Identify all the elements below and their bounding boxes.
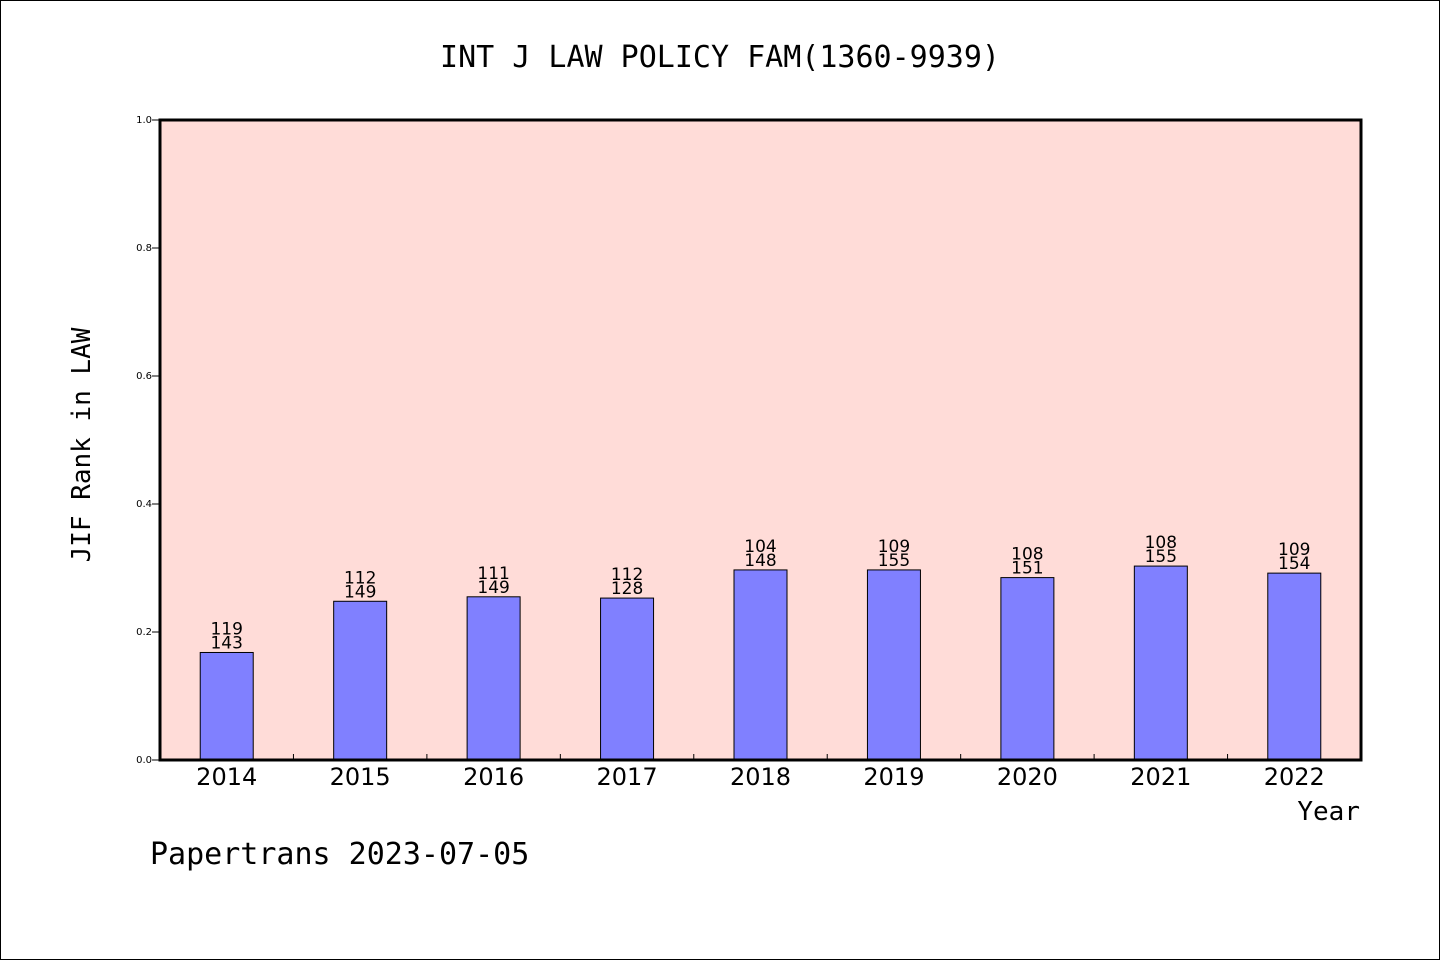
footer-credit: Papertrans 2023-07-05 [150,837,529,872]
bar-label-top: 104 [744,537,776,557]
bar-label-top: 108 [1145,533,1177,553]
bar-label-top: 119 [210,619,242,639]
x-tick-label: 2021 [1130,763,1191,791]
x-tick-label: 2017 [597,763,658,791]
y-tick-label: 0.8 [136,243,152,254]
bar-label-top: 111 [477,564,509,584]
bar-2015 [333,600,388,761]
bar-label-bottom: 151 [1011,559,1043,579]
x-tick-label: 2022 [1264,763,1325,791]
x-axis-label: Year [1297,797,1360,827]
x-tick-label: 2019 [863,763,924,791]
bar-label-top: 108 [1011,545,1043,565]
x-tick-label: 2018 [730,763,791,791]
bar-label-bottom: 154 [1278,554,1310,574]
bar-label-bottom: 143 [210,633,242,653]
x-axis-ticks: 2014 2015 2016 2017 2018 2019 2020 2021 2022 [196,754,1325,791]
bar-label-bottom: 148 [744,551,776,571]
x-tick-label: 2014 [196,763,257,791]
bar-2020 [1000,577,1055,761]
y-tick-label: 1.0 [136,115,152,126]
bar-label-bottom: 149 [344,582,376,602]
bar-2014 [199,651,254,761]
y-tick-label: 0.4 [136,499,152,510]
y-tick-label: 0.0 [136,755,152,766]
bar-2017 [600,597,655,761]
bar-2022 [1267,572,1322,761]
bar-label-top: 112 [611,565,643,585]
bar-2016 [466,596,521,761]
bar-label-bottom: 155 [1145,547,1177,567]
y-tick-label: 0.6 [136,371,152,382]
chart-title: INT J LAW POLICY FAM(1360-9939) [440,40,1000,75]
x-tick-label: 2015 [330,763,391,791]
bars-group [199,565,1322,761]
y-axis-label: JIF Rank in LAW [67,327,97,562]
bar-label-top: 109 [878,537,910,557]
bar-label-bottom: 128 [611,579,643,599]
bar-label-top: 109 [1278,540,1310,560]
bar-2018 [733,569,788,761]
bar-label-bottom: 149 [477,578,509,598]
x-tick-label: 2016 [463,763,524,791]
bar-label-top: 112 [344,568,376,588]
y-tick-label: 0.2 [136,627,152,638]
bar-2021 [1133,565,1188,761]
bar-label-bottom: 155 [878,551,910,571]
plot-border [158,118,1363,762]
y-axis-ticks: 0.0 0.2 0.4 0.6 0.8 1.0 [136,115,160,766]
bar-2019 [866,569,921,761]
x-tick-label: 2020 [997,763,1058,791]
